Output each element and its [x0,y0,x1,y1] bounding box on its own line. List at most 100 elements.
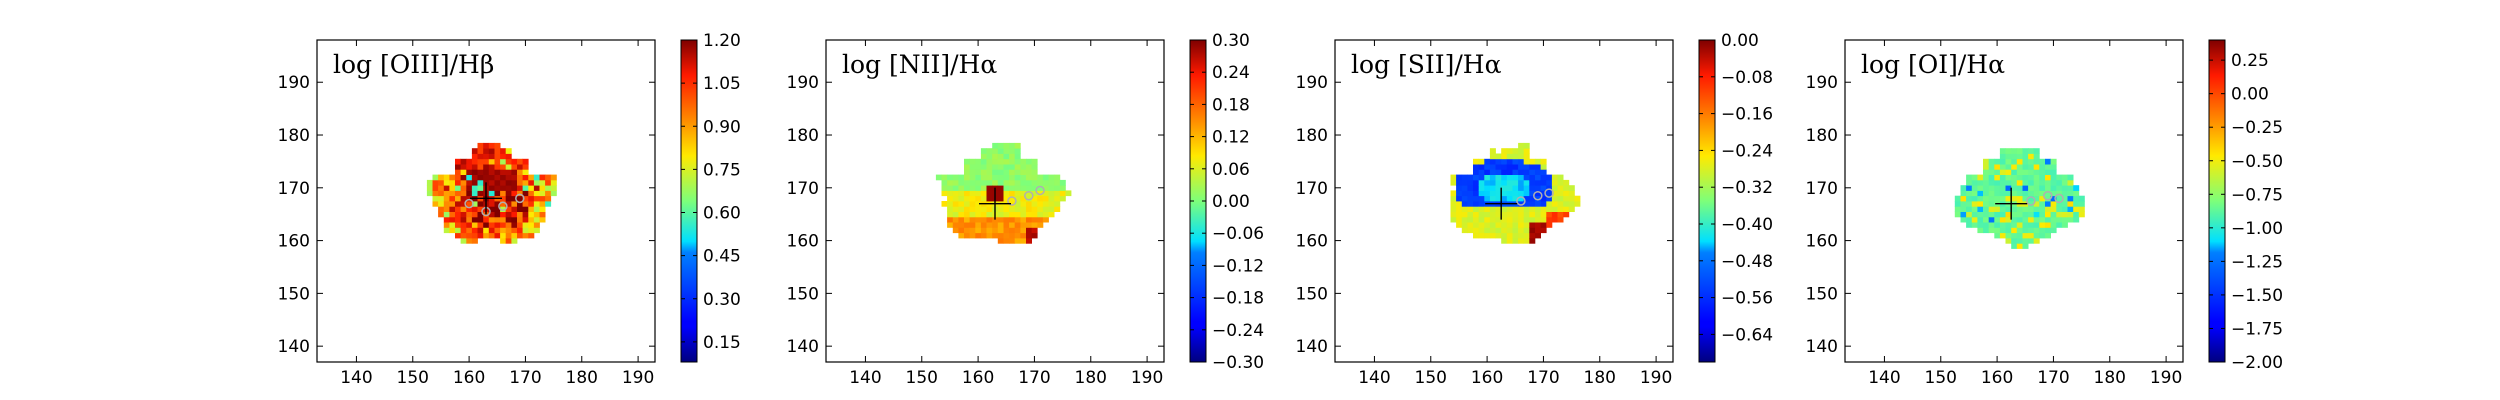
map-pixel [997,174,1004,181]
map-pixel [1003,179,1010,186]
map-pixel [1031,190,1038,197]
map-pixel [539,179,546,186]
map-pixel [1994,174,2001,181]
map-pixel [517,201,523,207]
map-pixel [1501,216,1508,223]
y-tick-label: 160 [278,232,310,252]
map-pixel [438,201,445,207]
map-pixel [460,190,467,197]
map-pixel [1971,216,1978,223]
map-pixel [1960,190,1967,197]
map-pixel [1461,227,1468,234]
map-pixel [488,153,495,160]
map-pixel [980,179,987,186]
map-pixel [1954,195,1961,202]
map-pixel [1501,211,1508,218]
map-pixel [2011,169,2018,175]
aperture-circle-3 [1544,188,1554,198]
map-pixel [969,195,976,202]
x-tick-label: 140 [849,368,881,388]
map-pixel [1506,169,1513,175]
map-pixel [997,238,1004,244]
map-pixel [2050,216,2057,223]
map-pixel [2033,195,2040,202]
map-pixel [2016,164,2023,170]
map-pixel [1954,206,1961,212]
map-pixel [2039,201,2046,207]
x-tick-label: 180 [1584,368,1616,388]
map-pixel [980,148,987,154]
map-pixel [1065,190,1072,197]
map-pixel [1999,195,2006,202]
map-pixel [500,179,507,186]
map-pixel [1009,179,1016,186]
map-pixel [969,216,976,223]
map-pixel [522,206,529,212]
y-tick-label: 170 [278,179,310,199]
map-pixel [2033,190,2040,197]
map-pixel [443,195,450,202]
map-pixel [997,185,1004,191]
map-pixel [2073,201,2080,207]
map-pixel [1518,211,1525,218]
map-pixel [500,238,507,244]
map-pixel [1518,142,1525,149]
map-pixel [1048,201,1055,207]
map-pixel [2078,206,2085,212]
map-pixel [1551,179,1558,186]
colorbar [1190,40,1206,362]
map-pixel [460,195,467,202]
map-pixel [2073,206,2080,212]
map-pixel [460,201,467,207]
map-pixel [2039,158,2046,165]
map-pixel [517,227,523,234]
map-pixel [1529,164,1536,170]
map-pixel [443,185,450,191]
map-pixel [2061,222,2068,228]
map-pixel [511,206,518,212]
map-pixel [1535,211,1541,218]
map-pixel [2005,174,2012,181]
map-pixel [997,232,1004,239]
map-pixel [2022,211,2029,218]
map-pixel [466,185,473,191]
map-pixel [958,195,965,202]
map-pixel [1518,158,1525,165]
map-pixel [466,216,473,223]
map-pixel [477,164,484,170]
map-pixel [455,158,461,165]
map-pixel [522,222,529,228]
map-pixel [969,174,976,181]
map-pixel [1467,201,1474,207]
map-pixel [1999,211,2006,218]
map-pixel [2056,206,2063,212]
map-pixel [466,164,473,170]
map-pixel [483,148,490,154]
map-pixel [1535,195,1541,202]
map-pixel [1546,185,1553,191]
map-pixel [455,201,461,207]
aperture-circle-3 [1035,185,1045,196]
map-pixel [466,206,473,212]
map-pixel [986,222,993,228]
map-pixel [1557,179,1564,186]
map-pixel [1506,179,1513,186]
map-pixel [1977,174,1984,181]
map-pixel [2011,232,2018,239]
map-pixel [533,216,540,223]
map-pixel [477,232,484,239]
map-pixel [1983,222,1989,228]
map-pixel [2016,185,2023,191]
map-pixel [533,174,540,181]
map-pixel [432,174,439,181]
map-pixel [2045,227,2051,234]
map-pixel [1535,201,1541,207]
map-pixel [1020,211,1027,218]
map-pixel [533,206,540,212]
map-pixel [500,153,507,160]
map-pixel [1020,195,1027,202]
map-pixel [1518,238,1525,244]
map-pixel [958,222,965,228]
map-pixel [1014,238,1021,244]
map-pixel [2011,211,2018,218]
